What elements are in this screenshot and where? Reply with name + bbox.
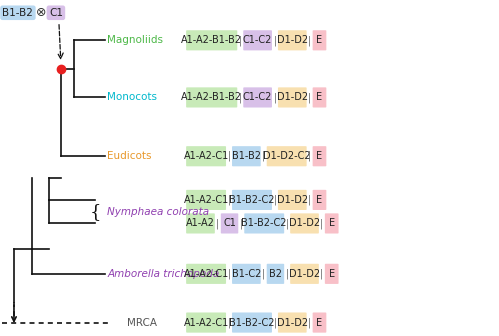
Text: A1-A2-C1: A1-A2-C1 bbox=[184, 318, 229, 328]
Text: |: | bbox=[320, 218, 323, 229]
Text: B1-B2: B1-B2 bbox=[232, 151, 261, 161]
FancyBboxPatch shape bbox=[290, 213, 319, 234]
Text: E: E bbox=[316, 318, 322, 328]
FancyBboxPatch shape bbox=[186, 264, 226, 284]
FancyBboxPatch shape bbox=[243, 87, 272, 108]
FancyBboxPatch shape bbox=[245, 213, 284, 234]
Text: |: | bbox=[285, 268, 289, 279]
Text: B1-B2: B1-B2 bbox=[2, 8, 33, 18]
Text: D1-D2: D1-D2 bbox=[277, 195, 308, 205]
Text: |: | bbox=[273, 195, 276, 205]
FancyBboxPatch shape bbox=[312, 190, 326, 210]
Text: A1-A2-C1: A1-A2-C1 bbox=[184, 269, 229, 279]
FancyBboxPatch shape bbox=[312, 30, 326, 50]
Text: E: E bbox=[316, 195, 322, 205]
Text: |: | bbox=[285, 218, 289, 229]
Text: |: | bbox=[239, 35, 242, 46]
FancyBboxPatch shape bbox=[325, 264, 339, 284]
Text: |: | bbox=[228, 268, 231, 279]
Text: A1-A2-C1: A1-A2-C1 bbox=[184, 195, 229, 205]
FancyBboxPatch shape bbox=[232, 264, 260, 284]
Text: E: E bbox=[316, 92, 322, 102]
Text: B1-B2-C2: B1-B2-C2 bbox=[229, 318, 275, 328]
Text: ⊗: ⊗ bbox=[35, 6, 46, 19]
Text: {: { bbox=[90, 203, 102, 221]
FancyBboxPatch shape bbox=[290, 264, 319, 284]
FancyBboxPatch shape bbox=[232, 312, 272, 333]
Text: Amborella trichopoda: Amborella trichopoda bbox=[107, 269, 220, 279]
Text: C1: C1 bbox=[223, 218, 236, 228]
Text: A1-A2-B1-B2: A1-A2-B1-B2 bbox=[181, 35, 242, 45]
Text: E: E bbox=[316, 35, 322, 45]
Text: E: E bbox=[316, 151, 322, 161]
Text: C1-C2: C1-C2 bbox=[243, 35, 272, 45]
FancyBboxPatch shape bbox=[186, 30, 237, 50]
Text: D1-D2: D1-D2 bbox=[277, 92, 308, 102]
Text: Monocots: Monocots bbox=[107, 92, 157, 102]
Text: |: | bbox=[308, 151, 311, 162]
Text: |: | bbox=[239, 92, 242, 103]
Text: B1-B2-C2: B1-B2-C2 bbox=[242, 218, 287, 228]
Text: E: E bbox=[329, 218, 335, 228]
Text: |: | bbox=[273, 35, 276, 46]
Text: |: | bbox=[228, 151, 231, 162]
Text: A1-A2: A1-A2 bbox=[186, 218, 215, 228]
FancyBboxPatch shape bbox=[278, 30, 306, 50]
Text: |: | bbox=[308, 317, 311, 328]
Text: A1-A2-C1: A1-A2-C1 bbox=[184, 151, 229, 161]
Text: |: | bbox=[273, 92, 276, 103]
FancyBboxPatch shape bbox=[186, 213, 215, 234]
FancyBboxPatch shape bbox=[325, 213, 338, 234]
FancyBboxPatch shape bbox=[312, 312, 326, 333]
Text: C1-C2: C1-C2 bbox=[243, 92, 272, 102]
Text: Magnoliids: Magnoliids bbox=[107, 35, 163, 45]
Text: |: | bbox=[308, 92, 311, 103]
Text: D1-D2-C2: D1-D2-C2 bbox=[263, 151, 310, 161]
FancyBboxPatch shape bbox=[186, 312, 226, 333]
Text: B1-B2-C2: B1-B2-C2 bbox=[229, 195, 275, 205]
FancyBboxPatch shape bbox=[266, 264, 284, 284]
Text: Nymphaea colorata: Nymphaea colorata bbox=[107, 207, 210, 217]
Text: |: | bbox=[228, 195, 231, 205]
Text: |: | bbox=[273, 317, 276, 328]
Text: C1: C1 bbox=[49, 8, 63, 18]
Text: |: | bbox=[216, 218, 220, 229]
Text: A1-A2-B1-B2: A1-A2-B1-B2 bbox=[181, 92, 242, 102]
FancyBboxPatch shape bbox=[278, 190, 306, 210]
Text: B2: B2 bbox=[269, 269, 282, 279]
FancyBboxPatch shape bbox=[278, 312, 306, 333]
FancyBboxPatch shape bbox=[243, 30, 272, 50]
Text: |: | bbox=[262, 268, 265, 279]
Text: |: | bbox=[320, 268, 323, 279]
Text: |: | bbox=[240, 218, 243, 229]
Text: D1-D2: D1-D2 bbox=[289, 269, 320, 279]
Text: MRCA: MRCA bbox=[127, 318, 157, 328]
FancyBboxPatch shape bbox=[186, 146, 226, 166]
FancyBboxPatch shape bbox=[312, 146, 326, 166]
Text: D1-D2: D1-D2 bbox=[289, 218, 320, 228]
Text: D1-D2: D1-D2 bbox=[277, 318, 308, 328]
FancyBboxPatch shape bbox=[232, 190, 272, 210]
Text: E: E bbox=[329, 269, 335, 279]
Text: |: | bbox=[308, 35, 311, 46]
FancyBboxPatch shape bbox=[278, 87, 306, 108]
Text: |: | bbox=[308, 195, 311, 205]
Text: B1-C2: B1-C2 bbox=[232, 269, 261, 279]
FancyBboxPatch shape bbox=[232, 146, 260, 166]
FancyBboxPatch shape bbox=[312, 87, 326, 108]
Text: D1-D2: D1-D2 bbox=[277, 35, 308, 45]
Text: |: | bbox=[228, 317, 231, 328]
Text: Eudicots: Eudicots bbox=[107, 151, 152, 161]
Text: |: | bbox=[262, 151, 265, 162]
FancyBboxPatch shape bbox=[186, 190, 226, 210]
FancyBboxPatch shape bbox=[266, 146, 306, 166]
FancyBboxPatch shape bbox=[186, 87, 237, 108]
FancyBboxPatch shape bbox=[221, 213, 239, 234]
